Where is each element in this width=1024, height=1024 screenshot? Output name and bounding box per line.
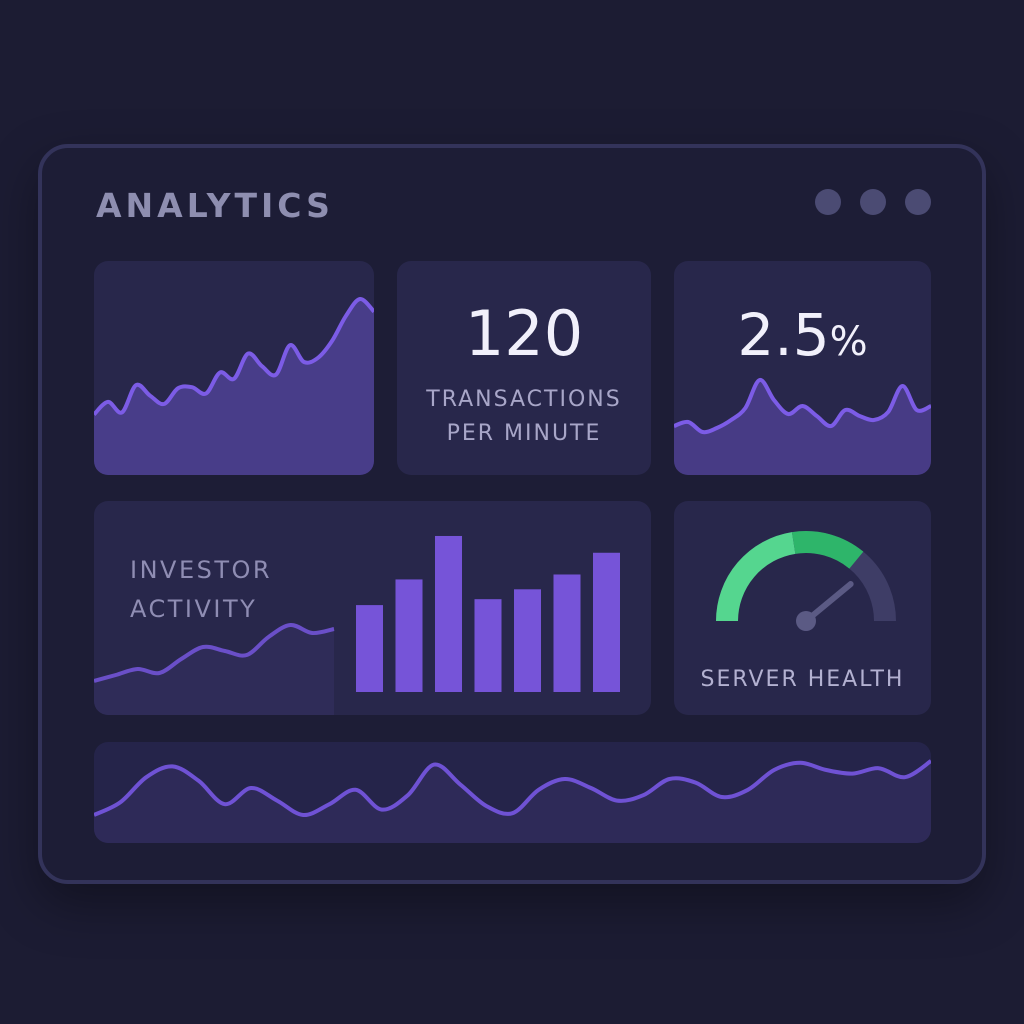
investor-label-line2: ACTIVITY	[130, 595, 258, 623]
investor-area	[94, 624, 334, 715]
investor-bar-4	[474, 599, 502, 692]
rate-card[interactable]: 2.5%	[674, 261, 931, 475]
transactions-card[interactable]: 120 TRANSACTIONS PER MINUTE	[397, 261, 651, 475]
window-dot-3[interactable]	[905, 189, 931, 215]
gauge-fill-light	[716, 532, 796, 622]
server-health-gauge	[716, 531, 896, 631]
trend-line	[94, 297, 374, 416]
trend-card[interactable]	[94, 261, 374, 475]
bottom-wave-card[interactable]	[94, 742, 931, 843]
server-health-label: SERVER HEALTH	[700, 667, 905, 692]
transactions-label-line1: TRANSACTIONS	[426, 387, 622, 412]
trend-chart	[94, 297, 374, 475]
rate-value: 2.5	[737, 301, 830, 369]
window-dot-1[interactable]	[815, 189, 841, 215]
investor-line	[94, 623, 335, 683]
investor-bars	[356, 535, 620, 692]
gauge-fill-dark	[791, 531, 864, 569]
investor-label: INVESTOR ACTIVITY	[130, 551, 272, 629]
window-dot-2[interactable]	[860, 189, 886, 215]
investor-bar-1	[356, 605, 383, 692]
investor-bar-3	[435, 535, 462, 692]
server-health-card[interactable]: SERVER HEALTH	[674, 501, 931, 715]
investor-activity-chart	[94, 535, 620, 715]
rate-area	[674, 379, 931, 475]
investor-bar-7	[593, 552, 620, 692]
wave-line	[94, 759, 931, 818]
rate-value-wrap: 2.5%	[674, 301, 931, 369]
investor-bar-6	[553, 574, 581, 692]
investor-bar-5	[514, 589, 541, 692]
rate-line	[674, 378, 931, 435]
gauge-hub	[796, 611, 816, 631]
bottom-wave-chart	[94, 759, 931, 843]
investor-activity-card[interactable]: INVESTOR ACTIVITY	[94, 501, 651, 715]
trend-area	[94, 298, 374, 475]
transactions-label-line2: PER MINUTE	[446, 421, 602, 446]
investor-bar-2	[395, 579, 423, 692]
wave-area	[94, 761, 931, 843]
rate-sparkline-chart	[674, 378, 931, 475]
investor-label-line1: INVESTOR	[130, 556, 273, 584]
page-title: ANALYTICS	[96, 186, 334, 225]
transactions-value: 120	[464, 297, 584, 370]
rate-unit: %	[829, 319, 868, 365]
